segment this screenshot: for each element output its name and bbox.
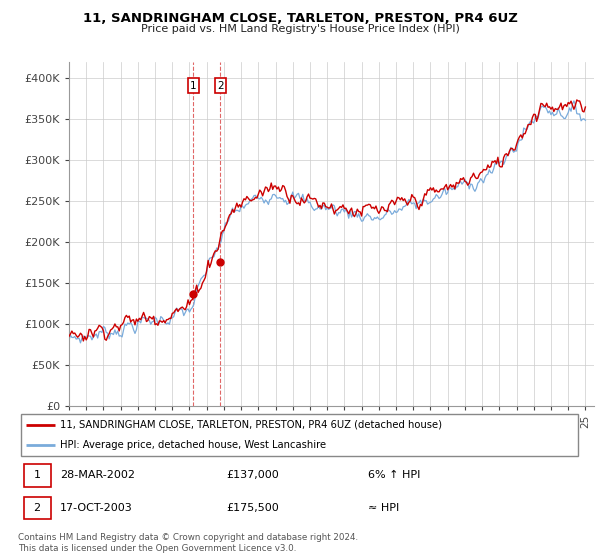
Text: £175,500: £175,500 [227,503,280,513]
Text: 11, SANDRINGHAM CLOSE, TARLETON, PRESTON, PR4 6UZ (detached house): 11, SANDRINGHAM CLOSE, TARLETON, PRESTON… [60,419,442,430]
Text: £137,000: £137,000 [227,470,280,480]
Text: 11, SANDRINGHAM CLOSE, TARLETON, PRESTON, PR4 6UZ: 11, SANDRINGHAM CLOSE, TARLETON, PRESTON… [83,12,517,25]
Text: HPI: Average price, detached house, West Lancashire: HPI: Average price, detached house, West… [60,440,326,450]
FancyBboxPatch shape [23,497,51,520]
Text: 17-OCT-2003: 17-OCT-2003 [60,503,133,513]
Text: 2: 2 [34,503,41,513]
Text: Contains HM Land Registry data © Crown copyright and database right 2024.
This d: Contains HM Land Registry data © Crown c… [18,533,358,553]
FancyBboxPatch shape [21,414,578,455]
Text: 2: 2 [217,81,224,91]
Text: 6% ↑ HPI: 6% ↑ HPI [368,470,420,480]
Text: ≈ HPI: ≈ HPI [368,503,399,513]
Text: 1: 1 [34,470,41,480]
Text: 28-MAR-2002: 28-MAR-2002 [60,470,136,480]
Text: Price paid vs. HM Land Registry's House Price Index (HPI): Price paid vs. HM Land Registry's House … [140,24,460,34]
Text: 1: 1 [190,81,197,91]
FancyBboxPatch shape [23,464,51,487]
